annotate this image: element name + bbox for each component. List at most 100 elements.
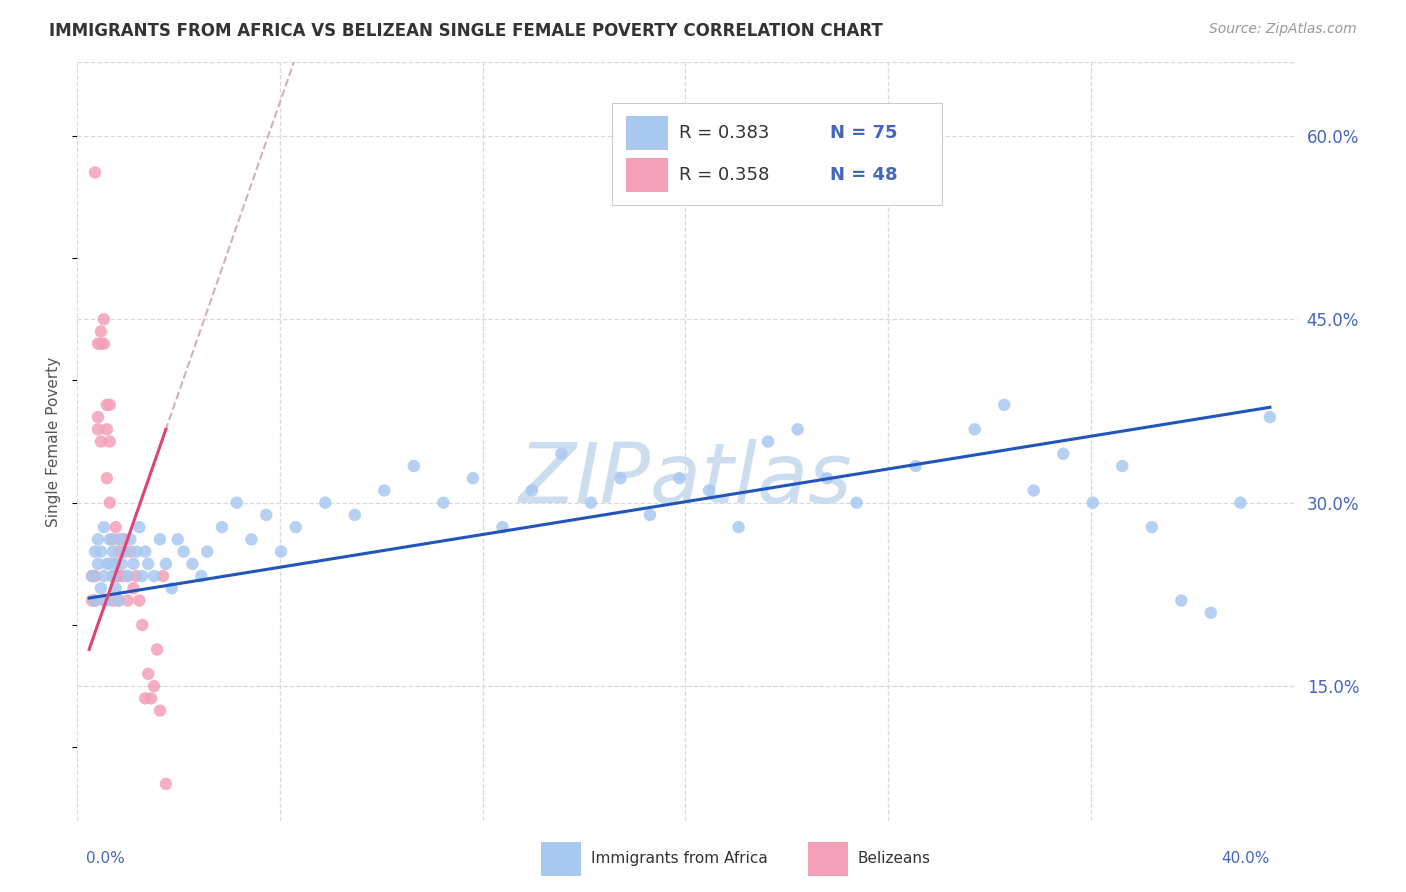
Point bbox=[101, 544, 124, 558]
Point bbox=[491, 520, 513, 534]
Point bbox=[225, 496, 247, 510]
Point bbox=[149, 704, 172, 718]
Text: Immigrants from Africa: Immigrants from Africa bbox=[591, 852, 768, 866]
Point bbox=[155, 777, 177, 791]
Point bbox=[143, 679, 166, 693]
Point bbox=[80, 593, 103, 607]
Point bbox=[131, 569, 153, 583]
Point bbox=[1022, 483, 1045, 498]
Point bbox=[993, 398, 1015, 412]
Point bbox=[786, 422, 808, 436]
Point bbox=[117, 593, 139, 607]
Point bbox=[128, 593, 150, 607]
Point bbox=[125, 569, 148, 583]
Point bbox=[1199, 606, 1222, 620]
Point bbox=[107, 569, 129, 583]
Point bbox=[87, 533, 110, 547]
Point bbox=[87, 422, 110, 436]
Point bbox=[160, 582, 183, 596]
Point bbox=[284, 520, 307, 534]
Point bbox=[87, 336, 110, 351]
Point bbox=[107, 544, 129, 558]
Point bbox=[125, 544, 148, 558]
Text: 0.0%: 0.0% bbox=[86, 851, 125, 866]
Point bbox=[96, 471, 118, 485]
Point bbox=[101, 533, 124, 547]
Text: N = 48: N = 48 bbox=[830, 166, 897, 184]
Point bbox=[146, 642, 169, 657]
Point bbox=[122, 557, 145, 571]
Point bbox=[343, 508, 366, 522]
Point bbox=[80, 569, 103, 583]
Point bbox=[638, 508, 661, 522]
Point bbox=[181, 557, 204, 571]
Point bbox=[93, 593, 115, 607]
Point bbox=[84, 569, 107, 583]
Point bbox=[122, 582, 145, 596]
Point bbox=[845, 496, 868, 510]
Point bbox=[114, 533, 136, 547]
Point bbox=[90, 325, 112, 339]
Point bbox=[104, 520, 127, 534]
Point bbox=[173, 544, 195, 558]
Point bbox=[143, 569, 166, 583]
Text: IMMIGRANTS FROM AFRICA VS BELIZEAN SINGLE FEMALE POVERTY CORRELATION CHART: IMMIGRANTS FROM AFRICA VS BELIZEAN SINGL… bbox=[49, 22, 883, 40]
Point bbox=[107, 593, 129, 607]
Point bbox=[84, 593, 107, 607]
Point bbox=[93, 569, 115, 583]
Point bbox=[90, 434, 112, 449]
Text: ZIPatlas: ZIPatlas bbox=[519, 439, 852, 520]
Point bbox=[139, 691, 162, 706]
Point bbox=[84, 165, 107, 179]
Point bbox=[117, 569, 139, 583]
Point bbox=[270, 544, 292, 558]
Point bbox=[756, 434, 779, 449]
Point bbox=[90, 544, 112, 558]
Point bbox=[815, 471, 838, 485]
Point bbox=[314, 496, 336, 510]
Point bbox=[134, 544, 156, 558]
Point bbox=[1111, 458, 1133, 473]
Y-axis label: Single Female Poverty: Single Female Poverty bbox=[46, 357, 62, 526]
Point bbox=[104, 569, 127, 583]
Point bbox=[152, 569, 174, 583]
Point bbox=[90, 582, 112, 596]
Text: R = 0.358: R = 0.358 bbox=[679, 166, 769, 184]
Point bbox=[93, 336, 115, 351]
Point bbox=[98, 398, 121, 412]
Point bbox=[98, 533, 121, 547]
Point bbox=[120, 544, 142, 558]
Point bbox=[117, 569, 139, 583]
Point bbox=[963, 422, 986, 436]
Point bbox=[211, 520, 233, 534]
Point bbox=[114, 544, 136, 558]
Point bbox=[727, 520, 749, 534]
Point bbox=[93, 520, 115, 534]
Point bbox=[84, 544, 107, 558]
Point bbox=[697, 483, 720, 498]
Point bbox=[190, 569, 212, 583]
Point bbox=[98, 496, 121, 510]
Point bbox=[96, 422, 118, 436]
Point bbox=[104, 557, 127, 571]
Point bbox=[166, 533, 188, 547]
Point bbox=[149, 533, 172, 547]
Point bbox=[101, 569, 124, 583]
Point bbox=[1140, 520, 1163, 534]
Point bbox=[87, 557, 110, 571]
Point bbox=[254, 508, 277, 522]
Point bbox=[550, 447, 572, 461]
Point bbox=[195, 544, 218, 558]
Point bbox=[104, 582, 127, 596]
Point bbox=[240, 533, 263, 547]
Point bbox=[402, 458, 425, 473]
Point bbox=[136, 557, 159, 571]
Point bbox=[80, 569, 103, 583]
Point bbox=[101, 593, 124, 607]
Point bbox=[96, 398, 118, 412]
Text: Source: ZipAtlas.com: Source: ZipAtlas.com bbox=[1209, 22, 1357, 37]
Point bbox=[1170, 593, 1192, 607]
Point bbox=[96, 557, 118, 571]
Point bbox=[1081, 496, 1104, 510]
Point bbox=[155, 557, 177, 571]
